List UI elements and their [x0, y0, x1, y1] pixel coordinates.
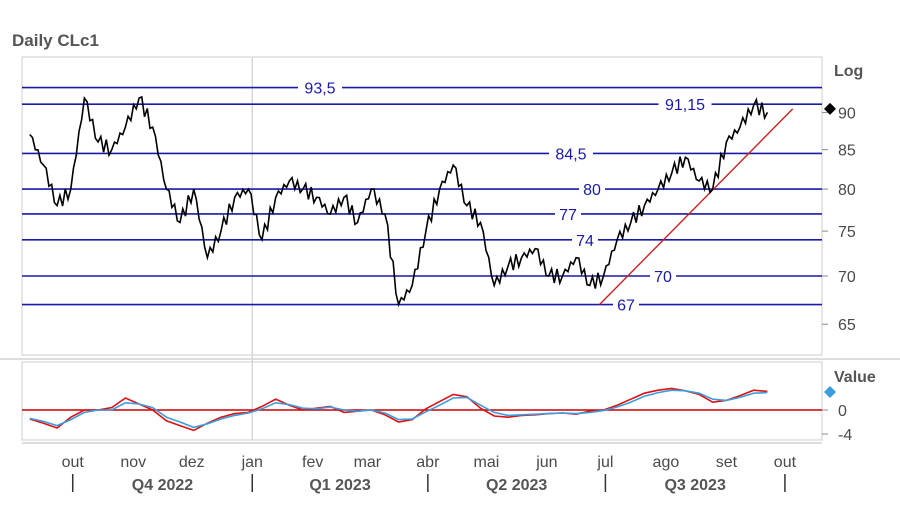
month-label: set: [716, 454, 738, 471]
oscillator-red-line: [29, 387, 768, 432]
level-label: 80: [583, 182, 601, 199]
price-panel: 65 70 75 80 85 90 Log 93,5 91,15 84,5 80 77 74 70 67: [0, 56, 900, 440]
osc-marker: [824, 386, 836, 398]
month-label: out: [62, 454, 85, 471]
month-label: out: [774, 454, 797, 471]
price-scale-label: Log: [834, 63, 863, 80]
month-label: fev: [302, 454, 323, 471]
month-label: jan: [241, 454, 263, 471]
price-tick-label: 75: [838, 224, 856, 241]
x-axis: out nov dez jan fev mar abr mai jun jul ago set out Q…: [22, 442, 822, 494]
quarter-label: Q2 2023: [486, 477, 547, 494]
level-label: 70: [654, 269, 672, 286]
price-panel-frame: [21, 56, 823, 356]
quarter-label: Q1 2023: [309, 477, 370, 494]
price-tick-label: 85: [838, 143, 856, 160]
oscillator-blue-line: [29, 389, 768, 429]
level-label: 93,5: [304, 81, 335, 98]
price-tick-label: 65: [838, 317, 856, 334]
month-label: mar: [354, 454, 382, 471]
price-tick-label: 80: [838, 182, 856, 199]
price-tick-label: 90: [838, 105, 856, 122]
osc-tick-label: 0: [838, 403, 847, 420]
oscillator-panel-frame: [21, 361, 823, 441]
month-label: dez: [179, 454, 205, 471]
month-label: nov: [120, 454, 146, 471]
trendline: [599, 108, 794, 306]
month-label: jun: [535, 454, 557, 471]
level-label: 67: [617, 298, 635, 315]
level-label: 74: [576, 233, 594, 250]
price-marker: [824, 102, 836, 115]
quarter-label: Q3 2023: [664, 477, 725, 494]
price-series: [29, 95, 769, 308]
chart-title: Daily CLc1: [12, 31, 99, 50]
price-tick-label: 70: [838, 269, 856, 286]
month-label: jul: [596, 454, 613, 471]
osc-scale-label: Value: [834, 369, 876, 386]
level-label: 84,5: [555, 146, 586, 163]
oscillator-panel: 0 -4 Value: [21, 361, 876, 444]
quarter-label: Q4 2022: [132, 477, 193, 494]
month-label: ago: [653, 454, 680, 471]
level-label: 77: [559, 207, 577, 224]
osc-tick-label: -4: [838, 427, 852, 444]
month-label: abr: [416, 454, 440, 471]
month-label: mai: [473, 454, 499, 471]
level-label: 91,15: [665, 97, 705, 114]
